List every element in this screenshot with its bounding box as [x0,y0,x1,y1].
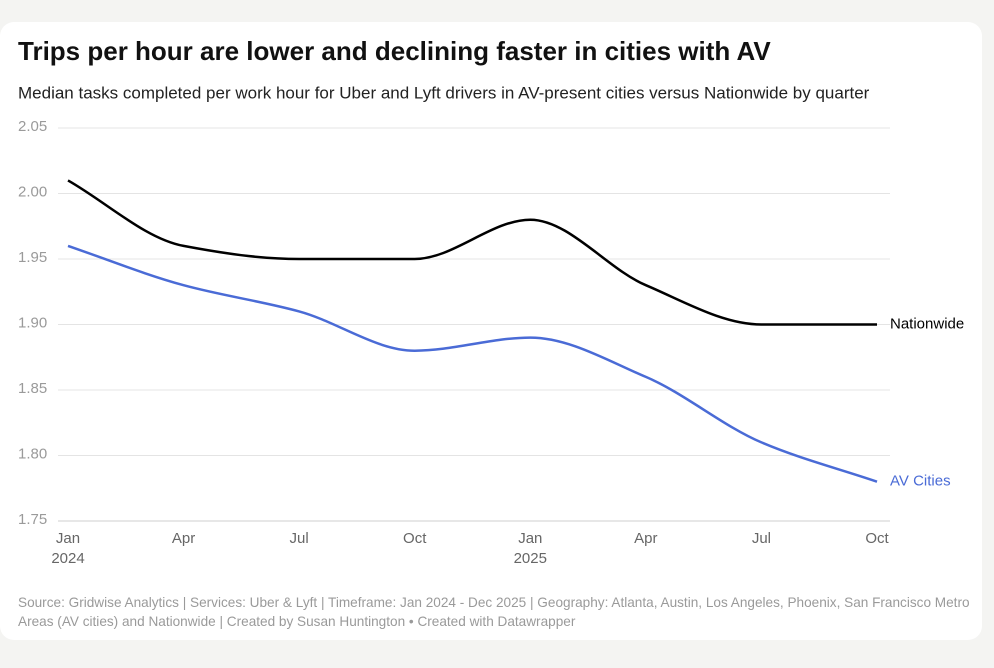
card [0,22,982,640]
y-tick-label: 1.95 [18,249,47,266]
x-tick-label: Apr [172,530,195,547]
y-tick-label: 2.05 [18,118,47,135]
x-tick-label: Oct [403,530,427,547]
source-note: Source: Gridwise Analytics | Services: U… [18,595,970,629]
x-tick-label: Jul [290,530,309,547]
x-year-label: 2024 [51,550,84,567]
line [67,244,878,483]
y-tick-label: 1.85 [18,380,47,397]
x-tick-label: Apr [634,530,657,547]
y-tick-label: 1.75 [18,511,47,528]
x-tick-label: Jul [752,530,771,547]
chart-subtitle: Median tasks completed per work hour for… [18,83,870,102]
x-year-label: 2025 [514,550,547,567]
chart-title: Trips per hour are lower and declining f… [18,36,771,66]
x-tick-label: Jan [56,530,80,547]
y-tick-label: 1.80 [18,445,47,462]
line-label: Nationwide [890,315,964,332]
x-tick-label: Oct [865,530,889,547]
line [67,179,877,326]
line-label: AV Cities [890,473,951,490]
y-tick-label: 2.00 [18,183,47,200]
x-tick-label: Jan [518,530,542,547]
y-tick-label: 1.90 [18,314,47,331]
